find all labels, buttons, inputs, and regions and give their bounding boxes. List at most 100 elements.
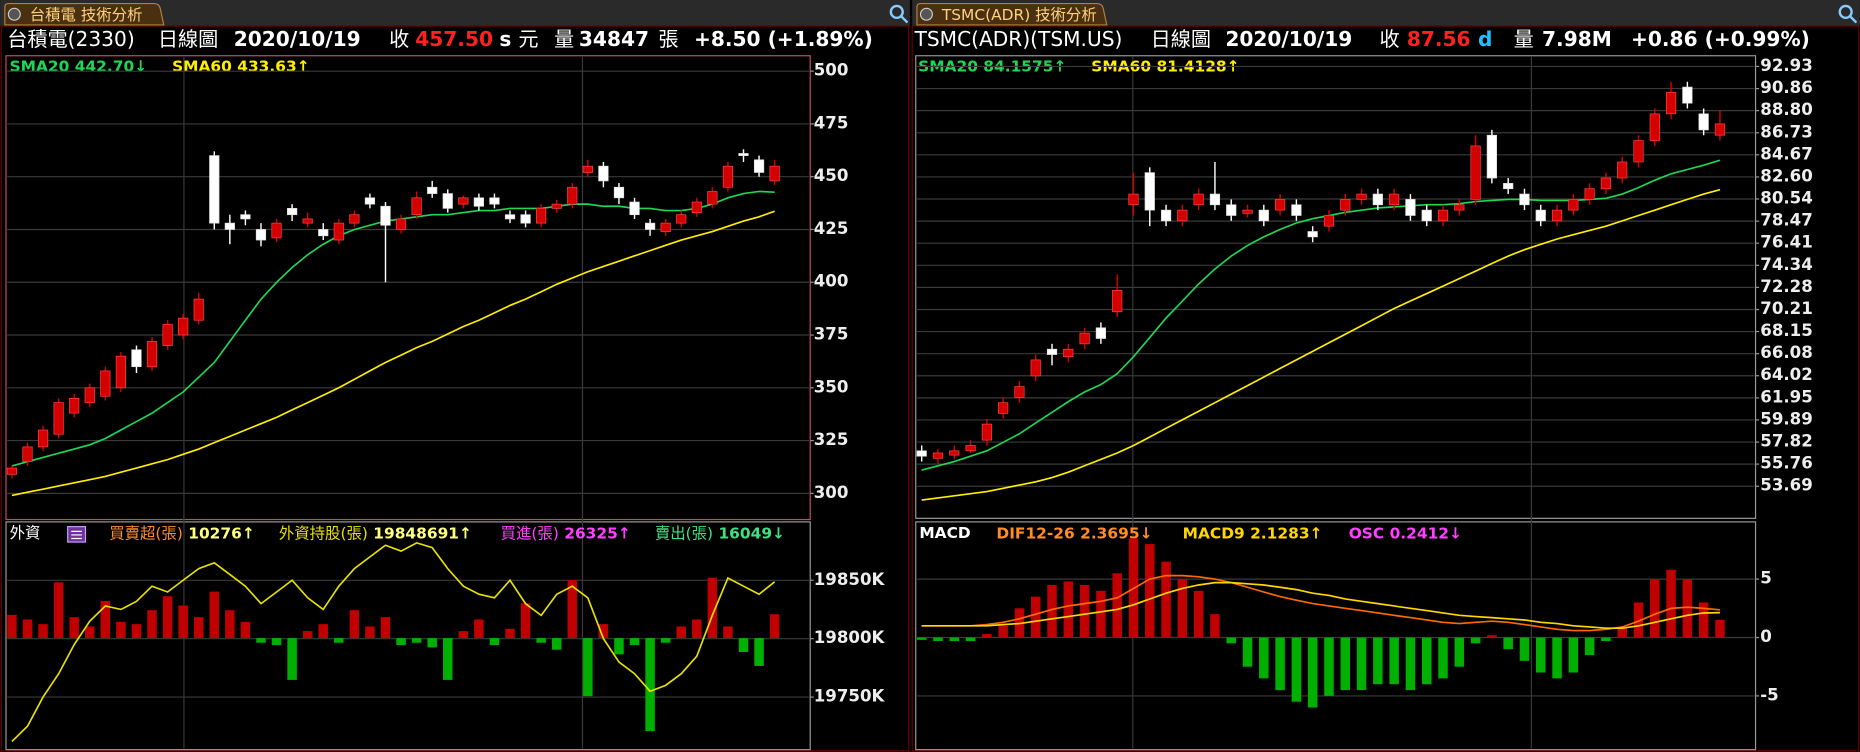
- zoom-glass: [889, 4, 904, 19]
- bar: [949, 637, 960, 642]
- candle-body: [240, 214, 251, 220]
- bar: [380, 617, 391, 639]
- y-tick-label: 80.54: [1760, 188, 1813, 207]
- tab-title[interactable]: TSMC(ADR) 技術分析: [941, 6, 1097, 24]
- candle-body: [1551, 209, 1563, 222]
- legend-value: 433.63↑: [237, 57, 309, 75]
- bar: [1259, 637, 1269, 679]
- candle-body: [287, 208, 298, 216]
- indicator-label: 外資: [10, 524, 41, 542]
- bar: [982, 634, 992, 638]
- tab[interactable]: [4, 2, 165, 26]
- y-tick-label: 55.76: [1760, 454, 1813, 473]
- candle-body: [333, 222, 344, 241]
- zoom-icon[interactable]: [889, 4, 909, 24]
- candle-body: [37, 429, 49, 448]
- candle-body: [1226, 204, 1237, 216]
- bar: [302, 631, 313, 639]
- candle-body: [209, 155, 220, 224]
- tab[interactable]: [916, 2, 1108, 26]
- candle-body: [224, 222, 235, 230]
- bar: [240, 621, 251, 639]
- bar: [598, 624, 609, 639]
- bar: [162, 596, 173, 639]
- bar: [916, 637, 927, 640]
- y-tick-label: 325: [814, 430, 849, 449]
- volume: 7.98M: [1542, 27, 1612, 51]
- indicator-line: [921, 574, 1721, 632]
- y-tick-label: 19850K: [814, 570, 886, 589]
- y-tick-label: 72.28: [1760, 277, 1813, 296]
- bar: [349, 610, 360, 639]
- bar: [334, 638, 344, 643]
- change: +0.86 (+0.99%): [1631, 27, 1810, 51]
- y-tick-label: 500: [814, 61, 849, 80]
- y-tick-label: 90.86: [1760, 78, 1813, 97]
- candle-body: [489, 197, 500, 205]
- y-tick-label: 88.80: [1760, 100, 1813, 119]
- zoom-icon[interactable]: [1838, 4, 1858, 24]
- y-tick-label: -5: [1760, 685, 1778, 704]
- candle-body: [6, 467, 18, 475]
- legend-entry: SMA20 442.70↓: [10, 57, 148, 75]
- bar: [1210, 614, 1220, 638]
- tab-menu-icon[interactable]: [7, 7, 21, 21]
- candle-body: [178, 317, 189, 336]
- candle-body: [271, 222, 282, 239]
- bar: [1536, 637, 1546, 673]
- bar: [1079, 584, 1090, 638]
- candle-body: [395, 218, 407, 230]
- candle-body: [255, 229, 267, 241]
- bar: [1650, 579, 1660, 638]
- candle-body: [1014, 386, 1025, 398]
- bar: [69, 617, 79, 639]
- candle-body: [146, 341, 158, 368]
- bar: [365, 626, 375, 639]
- legend-value: 2.3695↓: [1080, 524, 1152, 542]
- bar: [583, 638, 593, 697]
- close-label: 收: [389, 27, 409, 51]
- indicator-line: [11, 190, 775, 467]
- bar: [1356, 637, 1367, 691]
- tab-title[interactable]: 台積電 技術分析: [30, 6, 143, 24]
- y-tick-label: 76.41: [1760, 233, 1813, 252]
- bar: [271, 638, 282, 646]
- y-tick-label: 70.21: [1760, 299, 1813, 318]
- y-tick-label: 475: [814, 113, 849, 132]
- bar: [7, 614, 17, 639]
- list-icon[interactable]: [67, 526, 87, 543]
- y-tick-label: 19800K: [814, 628, 886, 647]
- y-tick-label: 375: [814, 325, 849, 344]
- bar: [256, 638, 266, 643]
- bar: [1470, 637, 1481, 644]
- candle-body: [1617, 161, 1628, 179]
- bar: [1568, 637, 1579, 673]
- candle-body: [84, 387, 95, 403]
- candle-body: [1307, 231, 1318, 238]
- candle-body: [738, 153, 749, 156]
- unit: 元: [518, 27, 538, 51]
- legend-entry: 外資持股(張) 19848691↑: [279, 524, 472, 542]
- y-tick-label: 350: [814, 377, 849, 396]
- indicator-line: [921, 188, 1721, 501]
- legend-value: 19848691↑: [373, 524, 472, 542]
- bar: [85, 626, 95, 639]
- volume: 34847: [579, 27, 649, 51]
- bar: [1112, 573, 1122, 638]
- candle-body: [1405, 199, 1416, 216]
- bar: [1030, 596, 1041, 638]
- candle-body: [349, 214, 360, 224]
- bar: [1438, 637, 1448, 679]
- bar: [998, 625, 1008, 638]
- y-tick-label: 400: [814, 272, 849, 291]
- bar: [411, 638, 422, 643]
- zoom-glass: [1838, 4, 1853, 19]
- legend-entry: SMA60 433.63↑: [172, 57, 310, 75]
- candle-body: [1144, 172, 1155, 211]
- candle-body: [411, 197, 422, 216]
- candle-body: [1128, 193, 1139, 206]
- bar: [1682, 579, 1693, 638]
- candle-body: [1600, 177, 1612, 190]
- tab-menu-icon[interactable]: [919, 7, 933, 21]
- close-price: 457.50: [415, 27, 493, 51]
